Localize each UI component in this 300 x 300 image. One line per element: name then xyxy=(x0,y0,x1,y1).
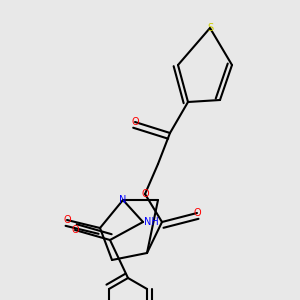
Text: NH: NH xyxy=(144,217,158,227)
Text: O: O xyxy=(193,208,201,218)
Text: N: N xyxy=(119,195,127,205)
Text: O: O xyxy=(141,189,149,199)
Text: O: O xyxy=(63,215,71,225)
Text: O: O xyxy=(71,225,79,235)
Text: S: S xyxy=(207,23,213,33)
Text: O: O xyxy=(131,117,139,127)
